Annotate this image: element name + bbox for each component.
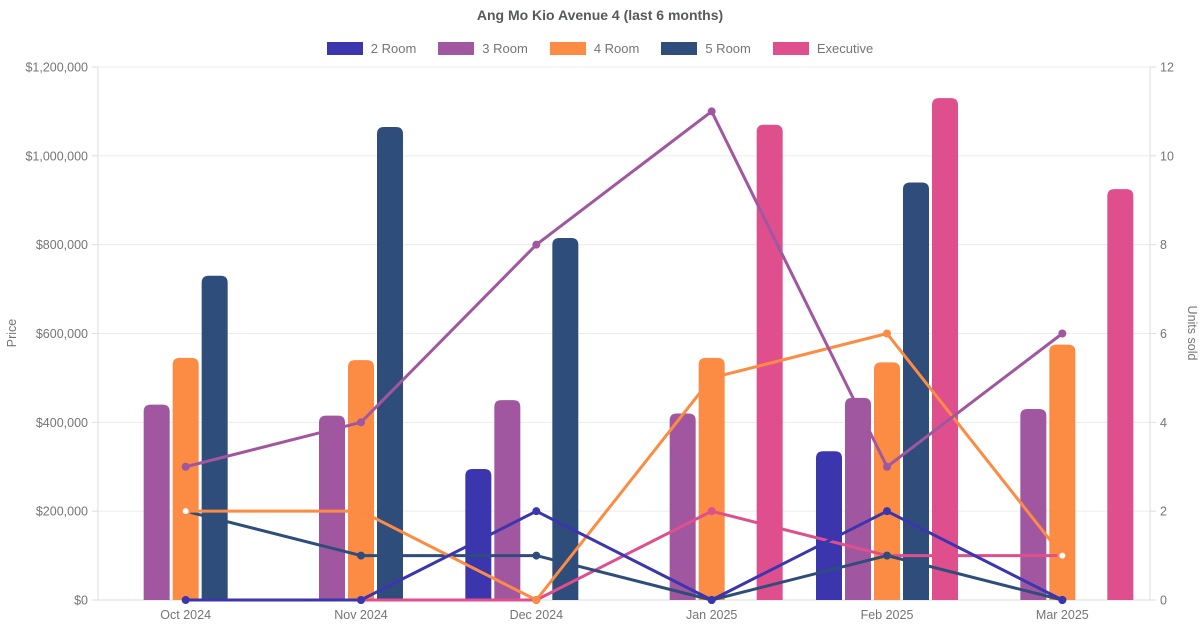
x-axis-tick-label: Nov 2024	[334, 608, 388, 622]
bar-4-room-oct-2024[interactable]	[172, 357, 199, 600]
legend-swatch-2-room	[326, 42, 363, 55]
legend-label: 3 Room	[482, 41, 528, 56]
chart-legend: 2 Room 3 Room 4 Room 5 Room Executive	[0, 41, 1200, 56]
right-axis-tick-label: 6	[1160, 327, 1167, 341]
right-axis-title: Units sold	[1185, 306, 1199, 361]
point-2-room-dec-2024[interactable]	[532, 507, 541, 516]
bar-5-room-nov-2024[interactable]	[377, 126, 403, 601]
left-axis-tick-label: $400,000	[36, 416, 88, 430]
point-4-room-dec-2024[interactable]	[532, 596, 541, 604]
point-5-room-dec-2024[interactable]	[532, 551, 541, 560]
bar-4-room-mar-2025[interactable]	[1049, 344, 1076, 600]
x-axis-tick-label: Feb 2025	[861, 608, 914, 622]
point-4-room-feb-2025[interactable]	[883, 329, 891, 338]
bar-executive-mar-2025[interactable]	[1107, 189, 1134, 601]
legend-item-2-room[interactable]: 2 Room	[326, 41, 417, 56]
line-3-room	[184, 109, 1064, 469]
left-axis-tick-label: $200,000	[36, 505, 88, 519]
point-4-room-oct-2024[interactable]	[180, 506, 191, 517]
right-axis-tick-label: 4	[1160, 416, 1167, 430]
left-axis-tick-label: $800,000	[36, 238, 88, 252]
legend-swatch-4-room	[549, 42, 586, 55]
bar-5-room-dec-2024[interactable]	[552, 238, 579, 601]
bar-4-room-jan-2025[interactable]	[698, 357, 725, 600]
left-axis-tick-label: $1,200,000	[25, 61, 88, 75]
point-3-room-oct-2024[interactable]	[181, 462, 190, 471]
bar-2-room-feb-2025[interactable]	[816, 451, 842, 600]
point-3-room-feb-2025[interactable]	[883, 462, 891, 471]
point-2-room-jan-2025[interactable]	[707, 596, 716, 604]
point-3-room-mar-2025[interactable]	[1058, 329, 1067, 338]
bar-5-room-feb-2025[interactable]	[903, 182, 929, 600]
bar-3-room-jan-2025[interactable]	[669, 413, 696, 600]
right-axis-tick-label: 12	[1160, 61, 1174, 75]
point-4-room-mar-2025[interactable]	[1057, 550, 1068, 561]
point-5-room-nov-2024[interactable]	[357, 551, 365, 560]
point-4-room-nov-2024[interactable]	[357, 507, 365, 516]
bar-5-room-oct-2024[interactable]	[201, 275, 228, 600]
bar-3-room-mar-2025[interactable]	[1020, 409, 1047, 600]
legend-item-executive[interactable]: Executive	[772, 41, 874, 56]
point-4-room-jan-2025[interactable]	[707, 373, 716, 382]
right-axis-tick-label: 2	[1160, 505, 1167, 519]
legend-item-3-room[interactable]: 3 Room	[438, 41, 528, 56]
legend-swatch-5-room	[661, 42, 698, 55]
left-axis-tick-label: $1,000,000	[25, 149, 88, 163]
chart-title: Ang Mo Kio Avenue 4 (last 6 months)	[476, 7, 724, 23]
right-axis-tick-label: 10	[1160, 149, 1174, 163]
left-axis-title: Price	[5, 319, 19, 348]
legend-label: 5 Room	[705, 41, 751, 56]
legend-label: Executive	[816, 41, 874, 56]
right-axis-tick-label: 8	[1160, 238, 1167, 252]
legend-label: 4 Room	[593, 41, 640, 56]
x-axis-tick-label: Jan 2025	[686, 608, 737, 622]
point-2-room-feb-2025[interactable]	[883, 507, 891, 516]
point-2-room-nov-2024[interactable]	[357, 596, 365, 604]
bar-4-room-nov-2024[interactable]	[348, 360, 374, 600]
left-axis-tick-label: $0	[74, 594, 88, 608]
x-axis-tick-label: Mar 2025	[1036, 608, 1089, 622]
legend-swatch-3-room	[438, 42, 475, 55]
point-5-room-feb-2025[interactable]	[883, 551, 891, 560]
point-3-room-jan-2025[interactable]	[707, 107, 716, 116]
bar-3-room-oct-2024[interactable]	[143, 404, 170, 600]
bar-executive-feb-2025[interactable]	[932, 98, 958, 600]
point-3-room-dec-2024[interactable]	[532, 240, 541, 249]
x-axis-tick-label: Oct 2024	[160, 608, 211, 622]
left-axis-tick-label: $600,000	[36, 327, 88, 341]
legend-label: 2 Room	[370, 41, 417, 56]
bar-4-room-feb-2025[interactable]	[874, 362, 900, 600]
point-2-room-mar-2025[interactable]	[1058, 596, 1067, 604]
point-3-room-nov-2024[interactable]	[357, 418, 365, 427]
line-2-room	[184, 509, 1064, 602]
point-2-room-oct-2024[interactable]	[181, 596, 190, 604]
legend-swatch-executive	[772, 42, 809, 55]
bar-3-room-dec-2024[interactable]	[494, 400, 521, 600]
legend-item-4-room[interactable]: 4 Room	[549, 41, 640, 56]
right-axis-tick-label: 0	[1160, 594, 1167, 608]
x-axis-tick-label: Dec 2024	[510, 608, 564, 622]
legend-item-5-room[interactable]: 5 Room	[661, 41, 751, 56]
line-5-room	[184, 509, 1064, 602]
point-executive-jan-2025[interactable]	[707, 507, 716, 516]
line-4-room	[184, 332, 1064, 602]
bar-3-room-nov-2024[interactable]	[319, 415, 345, 600]
